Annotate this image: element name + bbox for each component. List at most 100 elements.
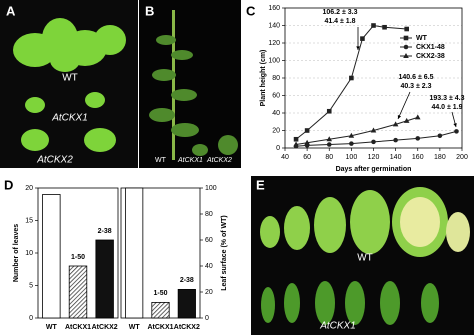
- point: [393, 137, 398, 143]
- x-tick-label: 60: [303, 154, 311, 161]
- point: [370, 127, 377, 133]
- point: [403, 117, 410, 123]
- photo-label: AtCKX1: [51, 113, 88, 124]
- photo-label: WT: [357, 253, 373, 264]
- point: [414, 114, 421, 120]
- panel-label: C: [246, 3, 256, 18]
- point: [360, 36, 365, 41]
- x-tick-label: AtCKX1: [65, 324, 91, 331]
- legend-label: CKX2-38: [416, 53, 445, 60]
- photo-b: [139, 0, 241, 168]
- legend-marker: [403, 44, 409, 50]
- x-tick-label: AtCKX2: [92, 324, 118, 331]
- photo-label: WT: [155, 157, 167, 164]
- arrow-head: [453, 123, 457, 127]
- point: [404, 26, 409, 32]
- point: [326, 142, 332, 147]
- point: [437, 133, 443, 139]
- x-axis-label: Days after germination: [336, 166, 412, 173]
- x-tick-label: 160: [412, 154, 424, 161]
- panel-label: A: [6, 3, 16, 18]
- y-tick-label: 160: [268, 5, 280, 12]
- annotation: 106.2 ± 3.3: [323, 9, 358, 16]
- photo-e: [251, 176, 474, 335]
- point: [348, 132, 355, 138]
- y-tick-label: 100: [205, 185, 217, 192]
- y-tick-label: 20: [272, 127, 280, 134]
- y-tick-label: 20: [25, 185, 33, 192]
- panel-label: B: [145, 3, 154, 18]
- bar-annotation: 1-50: [153, 290, 167, 297]
- bar-annotation: 2-38: [98, 228, 112, 235]
- bar: [125, 187, 144, 319]
- annotation: 44.0 ± 1.9: [431, 104, 462, 111]
- legend-label: WT: [416, 35, 428, 42]
- y-tick-label: 40: [272, 110, 280, 117]
- x-tick-label: 80: [325, 154, 333, 161]
- y-tick-label: 5: [29, 282, 33, 289]
- y-axis-label: Number of leaves: [13, 224, 20, 282]
- y-tick-label: 0: [205, 315, 209, 322]
- x-tick-label: AtCKX1: [147, 324, 173, 331]
- y-tick-label: 15: [25, 217, 33, 224]
- annotation: 40.3 ± 2.3: [400, 83, 431, 90]
- annotation: 140.6 ± 6.5: [399, 74, 434, 81]
- photo-label: WT: [62, 73, 78, 84]
- photo-label: AtCKX1: [177, 157, 203, 164]
- annotation-arrow: [397, 91, 411, 120]
- point: [293, 141, 299, 147]
- point: [326, 136, 333, 142]
- y-tick-label: 40: [205, 263, 213, 270]
- legend-label: CKX1-48: [416, 44, 445, 51]
- bar: [177, 288, 196, 319]
- x-tick-label: 120: [368, 154, 380, 161]
- point: [304, 128, 310, 133]
- x-tick-label: 140: [390, 154, 402, 161]
- point: [392, 121, 399, 127]
- y-tick-label: 60: [272, 92, 280, 99]
- point: [293, 136, 299, 142]
- point: [371, 139, 376, 145]
- x-tick-label: 180: [434, 154, 446, 161]
- y-tick-label: 140: [268, 22, 280, 29]
- bar: [42, 194, 61, 319]
- x-tick-label: AtCKX2: [174, 324, 200, 331]
- x-tick-label: 40: [281, 154, 289, 161]
- y-axis-label: Leaf surface (% of WT): [221, 215, 228, 290]
- arrow-head: [397, 115, 402, 119]
- annotation: 41.4 ± 1.8: [324, 18, 355, 25]
- arrow-head: [356, 46, 360, 50]
- point: [304, 139, 310, 145]
- point: [349, 75, 354, 81]
- y-tick-label: 60: [205, 237, 213, 244]
- point: [371, 23, 376, 28]
- photo-label: AtCKX2: [206, 157, 232, 164]
- photo-a: [0, 0, 138, 168]
- y-tick-label: 0: [29, 315, 33, 322]
- photo-label: AtCKX2: [36, 155, 73, 166]
- y-tick-label: 120: [268, 40, 280, 47]
- y-tick-label: 10: [25, 250, 33, 257]
- bar-annotation: 1-50: [71, 254, 85, 261]
- point: [349, 141, 354, 146]
- point: [382, 24, 387, 30]
- x-tick-label: WT: [129, 324, 141, 331]
- y-tick-label: 100: [268, 57, 280, 64]
- y-tick-label: 20: [205, 289, 213, 296]
- y-tick-label: 80: [272, 75, 280, 82]
- point: [454, 129, 459, 134]
- y-axis-label: Plant height (cm): [260, 50, 267, 107]
- legend-marker: [403, 35, 409, 41]
- x-tick-label: WT: [46, 324, 58, 331]
- legend-marker: [403, 53, 409, 58]
- annotation: 193.3 ± 4.3: [430, 95, 465, 102]
- x-tick-label: 200: [456, 154, 468, 161]
- panel-label: E: [256, 177, 265, 192]
- y-tick-label: 80: [205, 211, 213, 218]
- bar: [95, 239, 114, 319]
- bar: [151, 301, 170, 319]
- panel-label: D: [4, 177, 13, 192]
- y-tick-label: 0: [276, 145, 280, 152]
